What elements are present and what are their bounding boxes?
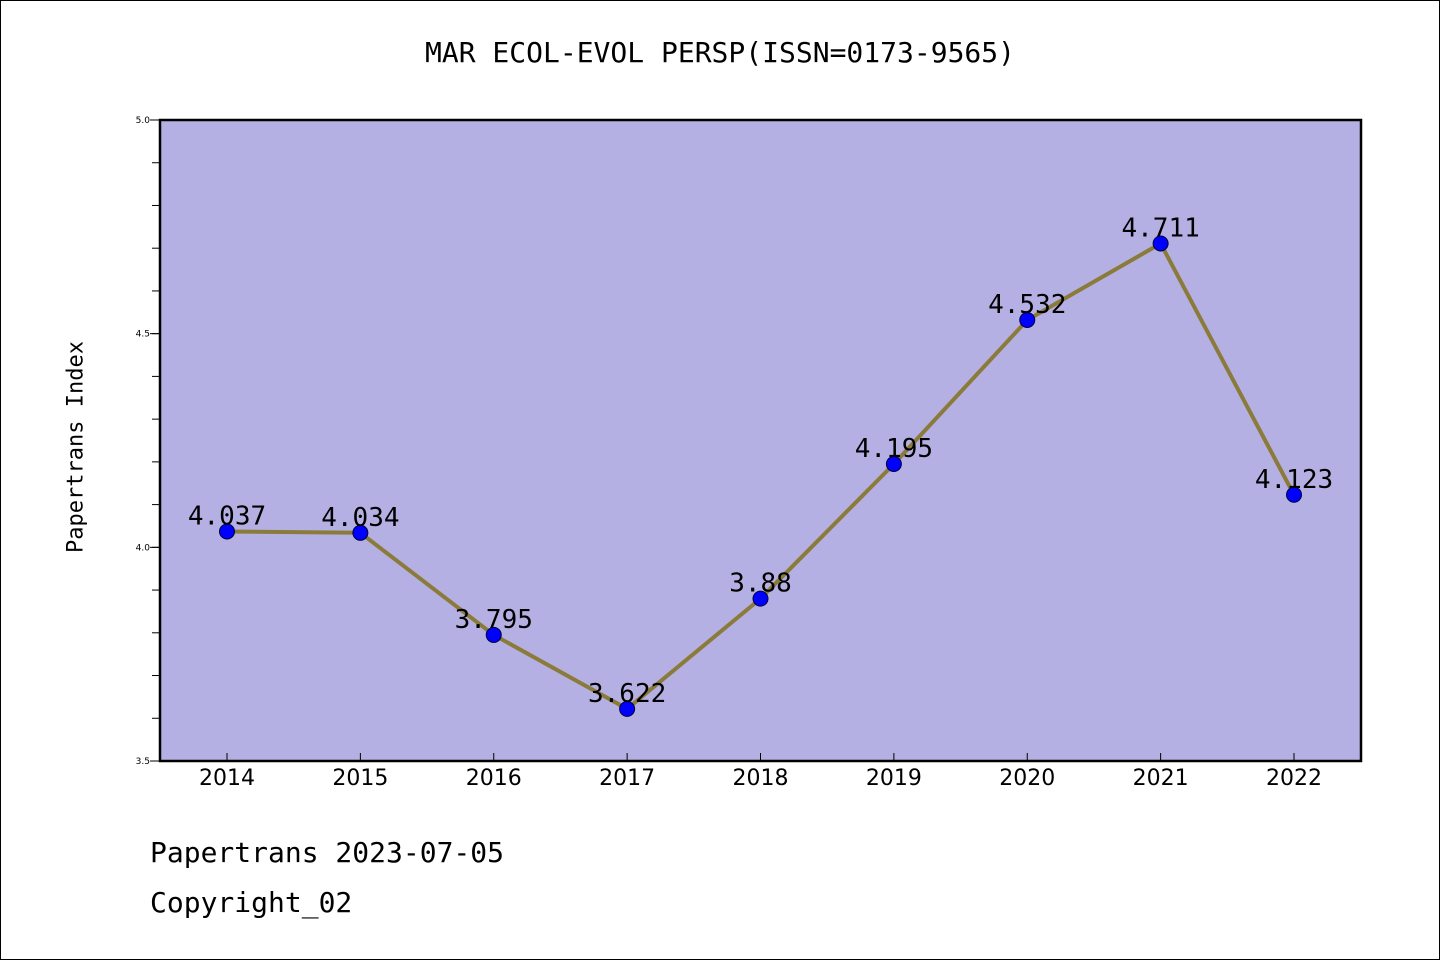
data-label: 4.711 <box>1121 213 1199 243</box>
footer-date: Papertrans 2023-07-05 <box>150 836 505 869</box>
data-point <box>1152 235 1169 252</box>
y-tick-label: 5.0 <box>136 116 151 126</box>
data-labels: 4.037 4.034 3.795 3.622 3.88 4.195 4.532 4.711 4… <box>188 213 1333 708</box>
data-point <box>219 523 235 540</box>
data-point <box>1019 311 1036 328</box>
data-label: 4.195 <box>855 434 933 464</box>
data-point <box>352 524 369 541</box>
x-tick-label: 2019 <box>866 766 922 791</box>
series-markers <box>219 235 1302 717</box>
data-label: 3.795 <box>455 605 533 635</box>
data-label: 3.622 <box>588 679 666 709</box>
data-label: 4.532 <box>988 290 1066 320</box>
data-label: 3.88 <box>729 569 792 599</box>
data-point <box>485 626 502 643</box>
x-tick-label: 2018 <box>733 766 789 791</box>
x-tick-label: 2015 <box>332 766 388 791</box>
x-tick-label: 2014 <box>199 766 255 791</box>
x-tick-label: 2016 <box>466 766 522 791</box>
data-point <box>752 590 769 607</box>
x-tick-label: 2022 <box>1266 766 1322 791</box>
x-tick-label: 2017 <box>599 766 655 791</box>
data-point <box>1286 486 1302 503</box>
data-label: 4.037 <box>188 502 266 532</box>
data-point <box>619 700 636 717</box>
y-tick-label: 4.5 <box>136 330 150 340</box>
y-axis: 3.5 4.0 4.5 5.0 <box>136 116 160 767</box>
x-axis: 2014 2015 2016 2017 2018 2019 2020 2021 2022 <box>199 753 1322 791</box>
plot-border <box>158 118 1363 763</box>
x-tick-label: 2020 <box>999 766 1055 791</box>
y-tick-label: 3.5 <box>136 757 150 767</box>
chart-title: MAR ECOL-EVOL PERSP(ISSN=0173-9565) <box>424 36 1015 69</box>
data-label: 4.123 <box>1255 465 1333 495</box>
y-tick-label: 4.0 <box>136 543 151 553</box>
plot-area <box>160 120 1361 761</box>
data-label: 4.034 <box>321 503 399 533</box>
data-point <box>885 456 902 473</box>
footer-copyright: Copyright_02 <box>150 886 353 919</box>
x-tick-label: 2021 <box>1133 766 1189 791</box>
